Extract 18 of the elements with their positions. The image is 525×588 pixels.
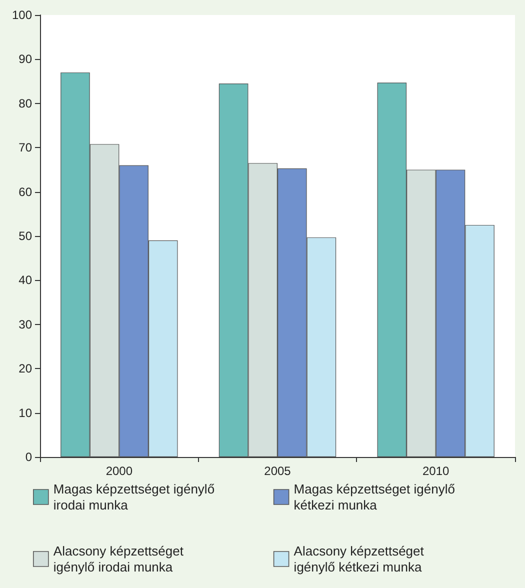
y-tick-label: 100: [12, 8, 32, 22]
x-tick-label: 2010: [422, 464, 450, 478]
legend-label: Magas képzettséget igénylő kétkezi munka: [294, 482, 459, 512]
legend-label: Magas képzettséget igénylő irodai munka: [53, 482, 218, 512]
legend-label: Alacsony képzettséget igénylő irodai munka: [53, 544, 188, 574]
y-tick-label: 60: [18, 184, 32, 199]
x-tick-label: 2005: [264, 464, 292, 478]
y-tick-label: 10: [18, 406, 32, 420]
y-tick-label: 70: [18, 140, 32, 155]
y-tick-label: 0: [25, 450, 32, 464]
y-tick-label: 50: [18, 229, 32, 243]
y-tick-label: 90: [18, 52, 32, 66]
x-tick-label: 2000: [106, 464, 133, 478]
y-tick-label: 30: [18, 317, 32, 332]
y-tick-label: 40: [18, 273, 32, 288]
legend-label: Alacsony képzettséget igénylő kétkezi munka: [294, 544, 428, 574]
y-tick-label: 20: [18, 362, 32, 376]
y-tick-label: 80: [18, 96, 32, 110]
